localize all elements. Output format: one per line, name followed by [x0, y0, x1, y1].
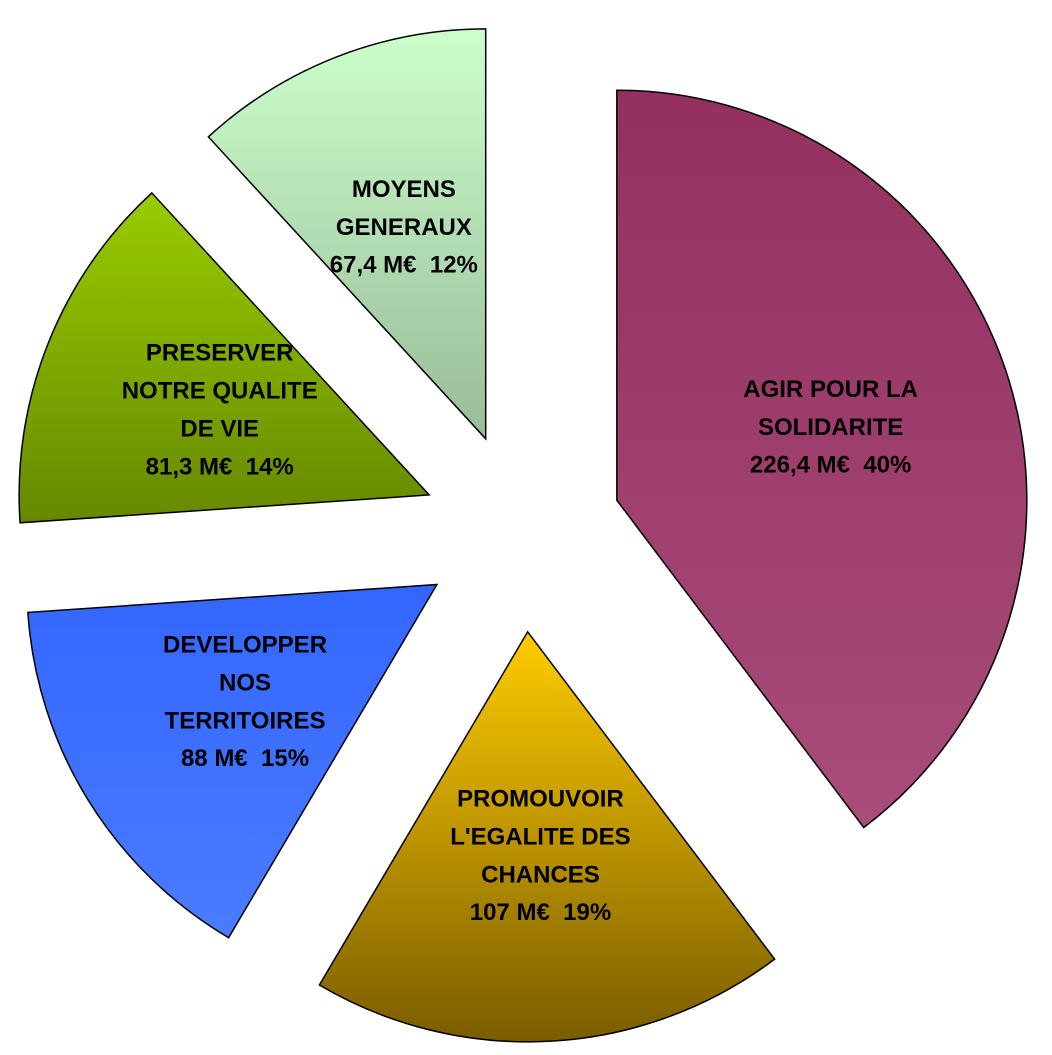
slice-value-label: 88 M€ 15% — [181, 745, 309, 772]
slice-label: DE VIE — [180, 416, 259, 443]
slice-value-label: 81,3 M€ 14% — [146, 454, 294, 481]
value-label: 226,4 M€ — [750, 452, 850, 479]
slice-label: AGIR POUR LA — [743, 376, 918, 403]
slice-value-label: 226,4 M€ 40% — [750, 452, 911, 479]
percent-label: 15% — [261, 745, 309, 772]
percent-label: 12% — [430, 252, 478, 279]
slice-label: TERRITOIRES — [165, 707, 326, 734]
pie-slice — [207, 28, 487, 441]
pie-slice — [318, 630, 776, 1043]
pie-slice — [27, 583, 439, 939]
slice-label: NOS — [219, 669, 271, 696]
percent-label: 14% — [246, 454, 294, 481]
slice-label: DEVELOPPER — [163, 631, 327, 658]
slice-label: MOYENS — [352, 176, 456, 203]
percent-label: 40% — [863, 452, 911, 479]
slice-label: PROMOUVOIR — [457, 785, 624, 812]
value-label: 88 M€ — [181, 745, 248, 772]
pie-slice — [18, 191, 431, 524]
value-label: 67,4 M€ — [330, 252, 417, 279]
value-label: 107 M€ — [470, 899, 550, 926]
slice-value-label: 67,4 M€ 12% — [330, 252, 478, 279]
pie-slice — [616, 89, 1028, 829]
value-label: 81,3 M€ — [146, 454, 233, 481]
percent-label: 19% — [563, 899, 611, 926]
slice-label: NOTRE QUALITE — [122, 378, 318, 405]
slice-label: PRESERVER — [146, 340, 294, 367]
slice-value-label: 107 M€ 19% — [470, 899, 611, 926]
slice-label: L'EGALITE DES — [450, 823, 630, 850]
slice-label: GENERAUX — [336, 214, 472, 241]
slice-label: CHANCES — [481, 861, 600, 888]
slice-label: SOLIDARITE — [758, 414, 903, 441]
